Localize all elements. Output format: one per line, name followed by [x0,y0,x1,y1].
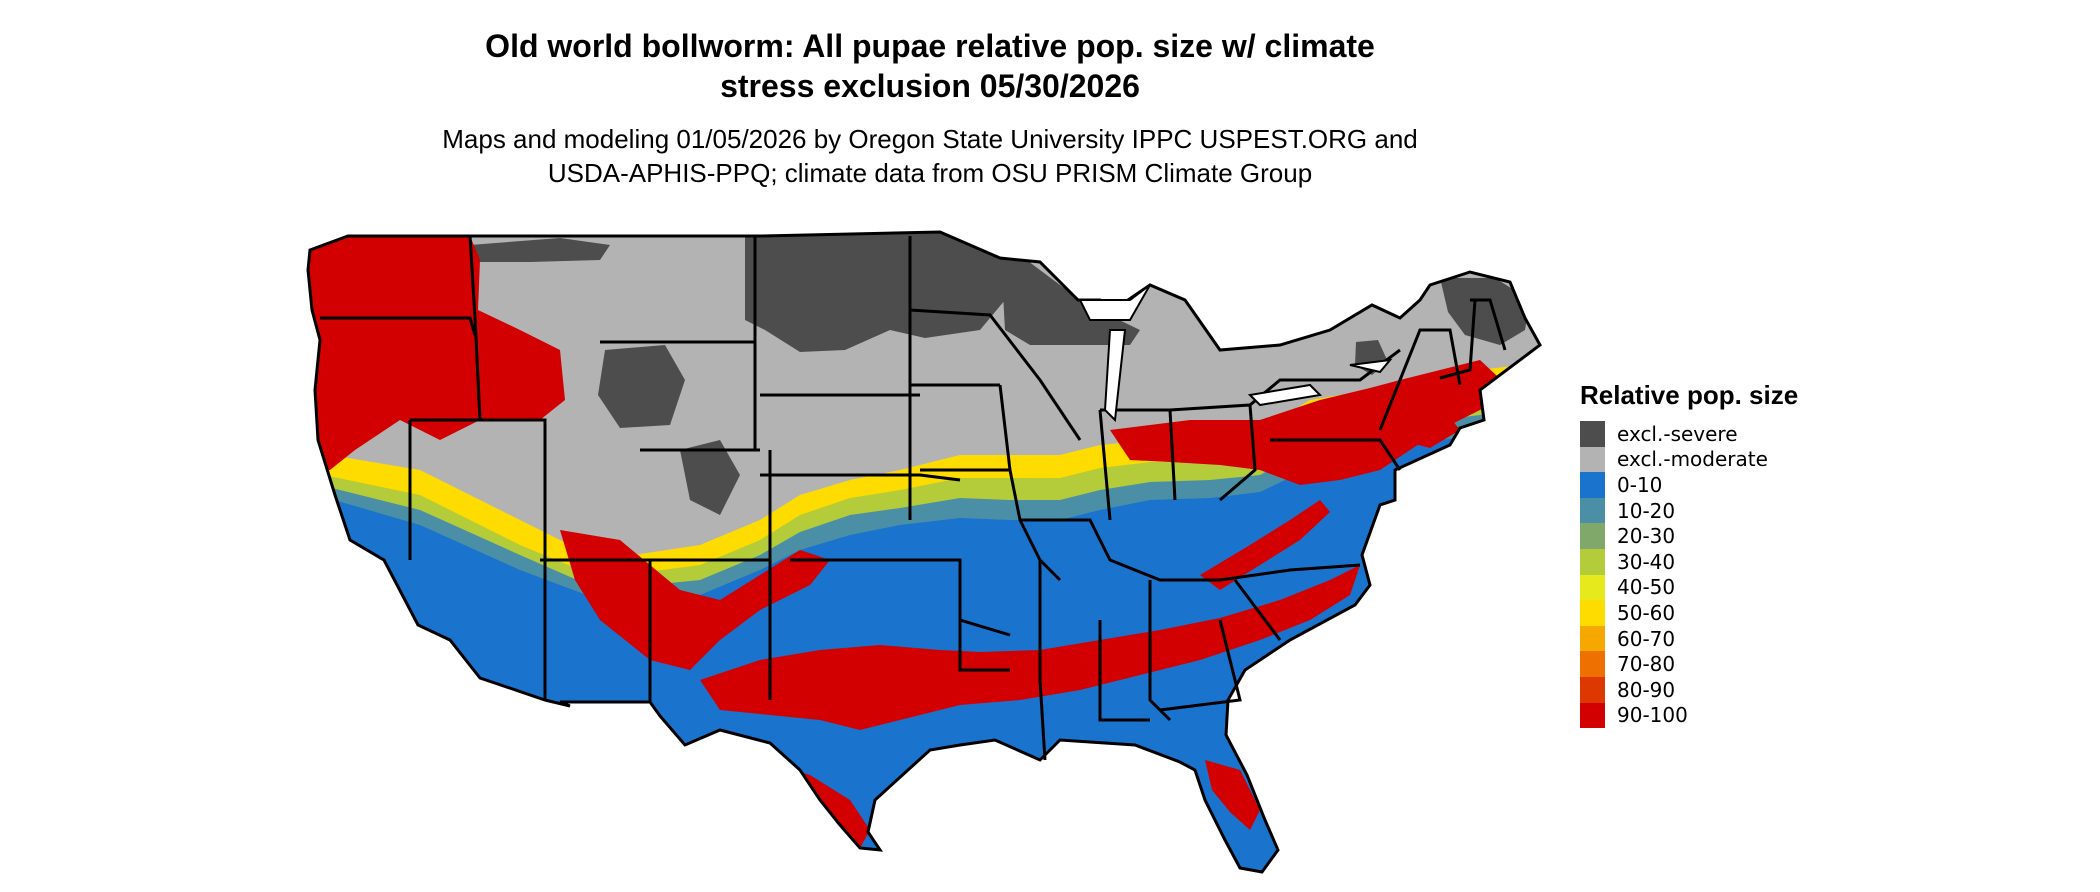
legend-item: excl.-moderate [1580,446,1798,473]
map-title-line-1: Old world bollworm: All pupae relative p… [485,28,1375,64]
legend-item: 40-50 [1580,574,1798,601]
map-subtitle-line-2: USDA-APHIS-PPQ; climate data from OSU PR… [547,158,1313,188]
high-population-zones [308,236,1512,848]
legend: Relative pop. size excl.-severe excl.-mod… [1580,380,1799,729]
legend-swatch [1580,651,1605,677]
population-raster [308,232,1540,872]
legend-swatch [1580,702,1605,729]
map-title-line-2: stress exclusion 05/30/2026 [720,68,1140,104]
legend-item: 10-20 [1580,497,1798,524]
legend-label: 90-100 [1617,703,1688,728]
legend-swatch [1580,574,1605,601]
legend-item: 80-90 [1580,676,1798,703]
legend-label: 60-70 [1617,626,1676,651]
state-boundaries [306,230,1542,874]
legend-label: 40-50 [1617,575,1676,600]
legend-item: 70-80 [1580,651,1798,677]
legend-swatch [1580,446,1605,473]
legend-swatch [1580,523,1605,549]
legend-swatch [1580,472,1605,498]
legend-swatch [1580,600,1605,626]
legend-title: Relative pop. size [1580,380,1799,410]
us-pest-map [306,230,1542,874]
legend-swatch [1580,676,1605,703]
legend-swatch [1580,497,1605,524]
legend-label: 80-90 [1617,677,1676,702]
legend-label: 20-30 [1617,524,1676,549]
legend-item: 60-70 [1580,625,1798,652]
legend-label: excl.-moderate [1617,447,1768,472]
legend-swatch [1580,548,1605,575]
legend-label: 30-40 [1617,549,1676,574]
legend-label: excl.-severe [1617,421,1738,446]
legend-item: 0-10 [1580,472,1798,498]
legend-label: 10-20 [1617,498,1676,523]
map-subtitle-line-1: Maps and modeling 01/05/2026 by Oregon S… [442,124,1418,154]
legend-swatch [1580,625,1605,652]
legend-items: excl.-severe excl.-moderate 0-10 10-20 20-30… [1580,421,1798,729]
legend-item: 30-40 [1580,548,1798,575]
legend-item: 20-30 [1580,523,1798,549]
legend-label: 70-80 [1617,652,1676,677]
legend-label: 0-10 [1617,472,1663,497]
legend-item: 90-100 [1580,702,1798,729]
legend-item: 50-60 [1580,600,1798,626]
great-lakes [1078,284,1393,423]
legend-swatch [1580,421,1605,447]
legend-item: excl.-severe [1580,421,1798,447]
legend-label: 50-60 [1617,600,1676,625]
